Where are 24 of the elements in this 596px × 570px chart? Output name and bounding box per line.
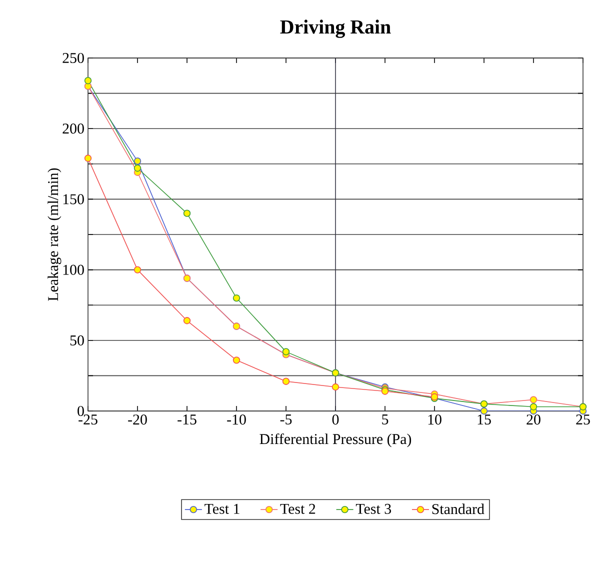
x-tick-label: -25 [78, 414, 98, 425]
x-tick-label: -5 [280, 414, 292, 424]
x-tick-label: 10 [428, 414, 442, 425]
y-tick-label: 50 [70, 335, 84, 346]
legend-label: Standard [432, 504, 484, 514]
y-tick-label: 250 [62, 52, 84, 64]
y-axis-title: Leakage rate (ml/min) [48, 168, 62, 301]
x-tick-label: -15 [178, 414, 196, 425]
legend-label: Test 3 [356, 504, 391, 514]
chart-title: Driving Rain [280, 20, 391, 38]
y-tick-label: 100 [63, 264, 84, 275]
x-tick-label: 5 [382, 414, 388, 424]
x-axis-title: Differential Pressure (Pa) [260, 433, 412, 448]
x-tick-label: 25 [576, 414, 590, 425]
legend-label: Test 1 [204, 504, 240, 514]
x-tick-label: -20 [128, 414, 147, 425]
legend-label: Test 2 [280, 504, 316, 514]
y-tick-label: 200 [62, 124, 84, 134]
y-tick-label: 0 [78, 406, 84, 416]
x-tick-label: 0 [332, 414, 339, 425]
y-tick-label: 150 [63, 194, 84, 204]
x-tick-label: 15 [478, 414, 491, 425]
x-tick-label: 20 [526, 414, 540, 425]
x-tick-label: -10 [227, 414, 246, 425]
